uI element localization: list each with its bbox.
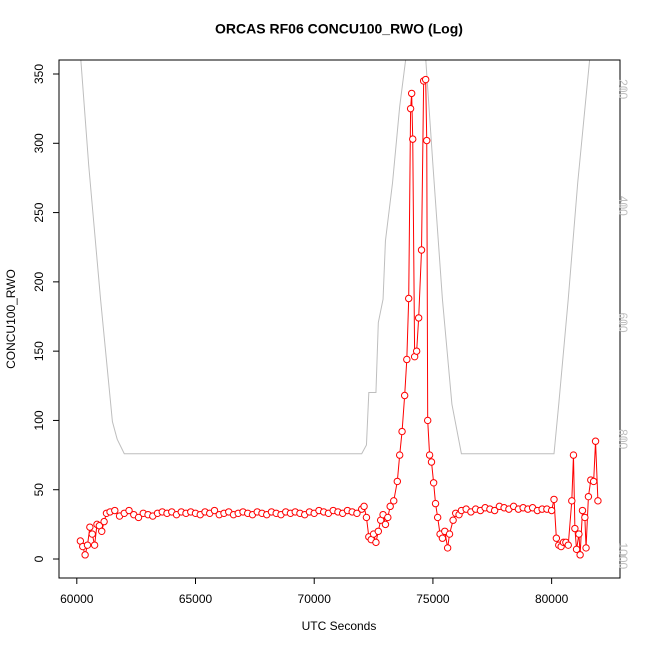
data-point	[384, 513, 392, 522]
data-point	[423, 136, 431, 145]
data-point	[405, 294, 413, 303]
data-point	[90, 541, 99, 549]
data-point	[210, 506, 219, 515]
data-point	[360, 502, 368, 511]
data-point	[547, 506, 556, 515]
data-point	[571, 524, 579, 533]
series-line	[80, 60, 591, 455]
x-tick-label: 60000	[60, 592, 94, 606]
y2-tick-label: 800	[616, 429, 630, 449]
data-point	[591, 437, 600, 445]
data-point	[417, 246, 426, 254]
data-point	[100, 517, 108, 526]
data-point	[576, 551, 584, 559]
y2-tick-label: 200	[616, 79, 630, 99]
data-point	[111, 506, 119, 515]
data-point	[433, 513, 442, 522]
x-tick-label: 65000	[179, 592, 213, 606]
data-point	[421, 75, 430, 84]
y-tick-label: 250	[32, 202, 46, 222]
data-point	[564, 541, 572, 549]
data-point	[589, 477, 598, 486]
data-point	[125, 506, 133, 515]
data-point	[582, 544, 590, 552]
data-point	[406, 104, 415, 113]
data-point	[572, 545, 581, 554]
data-point	[584, 492, 593, 501]
data-point	[134, 513, 143, 522]
data-point	[381, 520, 390, 529]
data-point	[372, 538, 380, 547]
data-point	[86, 523, 94, 531]
data-point	[98, 527, 106, 535]
data-point	[409, 135, 417, 143]
data-point	[414, 314, 423, 322]
data-point	[362, 513, 371, 522]
data-point	[568, 497, 576, 505]
data-point	[390, 497, 398, 505]
y-tick-label: 50	[32, 483, 46, 497]
data-point	[569, 451, 578, 459]
data-point	[81, 551, 89, 559]
x-tick-label: 75000	[416, 592, 450, 606]
data-point	[88, 530, 96, 538]
data-point	[575, 530, 583, 538]
x-axis-label: UTC Seconds	[302, 619, 377, 633]
data-point	[438, 534, 447, 542]
data-point	[425, 451, 434, 459]
data-point	[400, 391, 409, 400]
y-axis-label: CONCU100_RWO	[4, 269, 18, 369]
y-tick-label: 200	[32, 272, 46, 292]
data-point	[407, 89, 416, 98]
data-point	[427, 458, 436, 466]
y2-tick-label: 1000	[616, 542, 630, 569]
data-point	[594, 497, 602, 505]
data-point	[403, 355, 411, 364]
x-tick-label: 70000	[298, 592, 332, 606]
data-point	[552, 534, 561, 542]
y-tick-label: 150	[32, 341, 46, 361]
x-tick-label: 80000	[535, 592, 569, 606]
data-point	[353, 509, 361, 517]
data-point	[449, 516, 457, 524]
y2-tick-label: 600	[616, 312, 630, 332]
y-tick-label: 100	[32, 410, 46, 430]
data-point	[83, 541, 92, 549]
data-point	[412, 347, 421, 355]
data-point	[429, 479, 438, 487]
plot-area	[76, 60, 602, 559]
plot-frame	[58, 59, 621, 579]
data-point	[393, 477, 402, 486]
data-point	[423, 416, 432, 425]
data-point	[581, 513, 589, 522]
data-point	[445, 530, 454, 538]
y-tick-label: 350	[32, 64, 46, 84]
data-point	[550, 495, 558, 504]
chart-title: ORCAS RF06 CONCU100_RWO (Log)	[215, 21, 463, 37]
data-point	[395, 451, 404, 459]
data-point	[386, 502, 394, 511]
y-tick-label: 300	[32, 133, 46, 153]
y2-tick-label: 400	[616, 196, 630, 216]
data-point	[398, 427, 406, 436]
data-point	[374, 527, 383, 535]
data-point	[443, 544, 452, 552]
data-point	[431, 499, 440, 508]
y-tick-label: 0	[32, 555, 46, 562]
data-point	[578, 506, 587, 515]
data-point	[490, 506, 499, 515]
